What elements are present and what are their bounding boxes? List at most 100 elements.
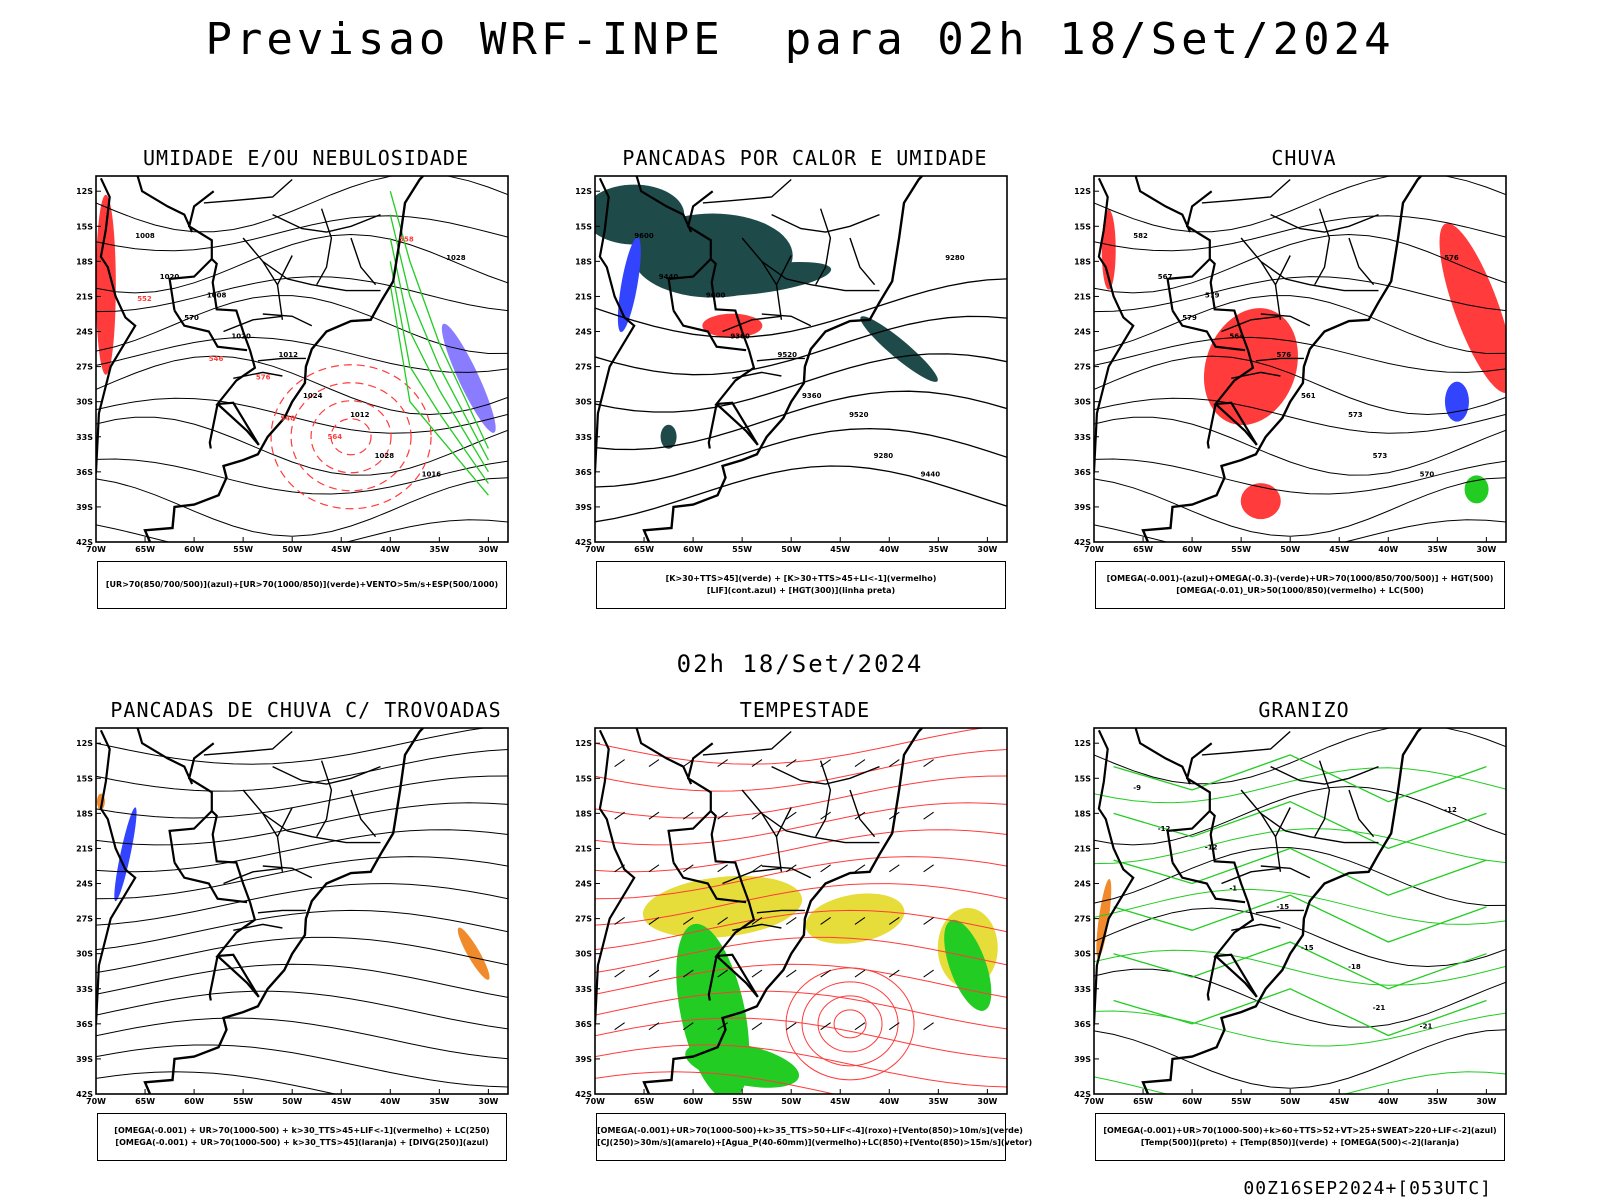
- state-border: [1240, 789, 1277, 838]
- lon-tick-label: 35W: [928, 545, 948, 554]
- wind-vector: [614, 917, 625, 925]
- contour-label: 9520: [849, 411, 869, 419]
- streamline: [1094, 355, 1506, 416]
- contour-label: 1008: [135, 232, 155, 240]
- lon-tick-label: 70W: [585, 545, 605, 554]
- country-border: [215, 901, 260, 998]
- streamline: [96, 829, 508, 873]
- contour-label: 570: [184, 314, 199, 322]
- contour-label: 561: [1301, 392, 1316, 400]
- streamline: [595, 856, 1007, 900]
- lat-tick-label: 39S: [575, 503, 592, 512]
- wind-vector: [888, 917, 900, 925]
- temp850-contour: [1113, 800, 1487, 850]
- contour-label: 1008: [207, 292, 227, 300]
- lat-tick-label: 21S: [1074, 292, 1091, 301]
- streamline: [96, 1017, 508, 1060]
- streamline: [96, 477, 508, 537]
- lat-tick-label: 24S: [76, 880, 93, 889]
- state-border: [1260, 812, 1379, 844]
- state-border: [1255, 909, 1304, 914]
- coastline: [1141, 728, 1423, 1094]
- wind-vector: [614, 969, 625, 978]
- wind-vector: [751, 759, 763, 767]
- wind-vector: [888, 1022, 900, 1031]
- lon-tick-label: 50W: [1280, 545, 1300, 554]
- lon-tick-label: 65W: [634, 545, 654, 554]
- lat-tick-label: 33S: [76, 433, 93, 442]
- lat-tick-label: 27S: [575, 363, 592, 372]
- state-border: [761, 313, 812, 327]
- wind-vector: [682, 1022, 694, 1031]
- state-border: [741, 237, 778, 286]
- state-border: [272, 213, 381, 233]
- contour-label: -15: [1276, 903, 1289, 911]
- lat-tick-label: 33S: [575, 985, 592, 994]
- lon-tick-label: 50W: [1280, 1097, 1300, 1106]
- country-border: [715, 955, 759, 998]
- yellow-region: [642, 875, 803, 938]
- humidity-contour: [389, 214, 489, 461]
- wind-vector: [923, 759, 934, 767]
- streamline: [595, 728, 987, 765]
- country-border: [672, 309, 747, 352]
- country-border: [215, 349, 260, 446]
- contour-label: 576: [256, 373, 271, 381]
- coastline: [143, 176, 425, 542]
- legend-line: [LIF](cont.azul) + [HGT(300)](linha pret…: [706, 586, 896, 595]
- lon-tick-label: 70W: [585, 1097, 605, 1106]
- contour-label: 558: [399, 235, 414, 243]
- wind-vector: [751, 864, 763, 873]
- state-border: [1221, 315, 1281, 333]
- state-border: [1260, 313, 1311, 327]
- lat-tick-label: 42S: [1074, 1090, 1091, 1099]
- state-border: [1240, 237, 1277, 286]
- country-border: [1206, 955, 1217, 1001]
- lat-tick-label: 39S: [1074, 503, 1091, 512]
- country-border: [1134, 176, 1192, 233]
- map-frame: [594, 175, 1008, 543]
- page-subtitle: 02h 18/Set/2024: [676, 650, 924, 678]
- thickness-contour: [310, 400, 392, 474]
- contour-label: 573: [1348, 411, 1363, 419]
- lat-tick-label: 36S: [575, 1020, 592, 1029]
- lat-tick-label: 24S: [1074, 880, 1091, 889]
- state-border: [1221, 867, 1281, 885]
- lon-tick-label: 35W: [928, 1097, 948, 1106]
- country-border: [715, 403, 759, 446]
- streamline: [96, 1044, 508, 1088]
- lat-tick-label: 27S: [1074, 363, 1091, 372]
- map-layer: 1008 1008 1012 1012 1016 1020 1020 1024 1028 1028…: [96, 176, 508, 542]
- lon-tick-label: 45W: [1329, 1097, 1349, 1106]
- map-layer: [595, 728, 1007, 1094]
- thickness-contour: [290, 382, 412, 492]
- wind-vector: [614, 811, 625, 820]
- streamline: [595, 883, 1007, 926]
- lat-tick-label: 21S: [76, 292, 93, 301]
- lat-tick-label: 42S: [76, 1090, 93, 1099]
- wind-vector: [820, 864, 831, 873]
- lat-tick-label: 21S: [1074, 844, 1091, 853]
- panel-pancadas-calor: PANCADAS POR CALOR E UMIDADE 9600 9600 952…: [565, 146, 1045, 646]
- contour-label: 564: [328, 433, 343, 441]
- streamline: [1094, 295, 1506, 355]
- red-region: [1203, 308, 1298, 426]
- panel-title: PANCADAS POR CALOR E UMIDADE: [622, 146, 988, 170]
- legend-line: [OMEGA(-0.001)+UR>70(1000-500)+k>60+TTS>…: [1103, 1126, 1497, 1135]
- lon-tick-label: 55W: [1231, 1097, 1251, 1106]
- lat-tick-label: 24S: [1074, 328, 1091, 337]
- streamline: [96, 856, 508, 900]
- temp850-contour: [1113, 754, 1487, 803]
- temperature-contour: [1094, 888, 1506, 925]
- country-border: [635, 728, 693, 785]
- wind-vector: [854, 811, 866, 820]
- country-border: [1185, 190, 1250, 351]
- lon-tick-label: 35W: [429, 1097, 449, 1106]
- lat-tick-label: 24S: [575, 880, 592, 889]
- lat-tick-label: 42S: [76, 538, 93, 547]
- contour-label: -1: [1229, 885, 1237, 893]
- streamline: [96, 775, 508, 819]
- lon-tick-label: 30W: [1476, 1097, 1496, 1106]
- country-border: [667, 810, 712, 863]
- country-border: [1213, 349, 1258, 446]
